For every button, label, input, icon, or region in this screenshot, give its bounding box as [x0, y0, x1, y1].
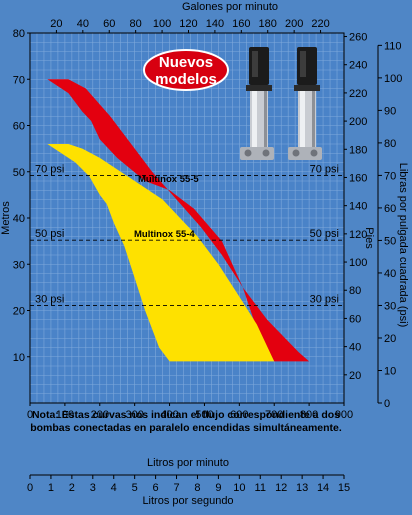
lps-axis-title: Litros por segundo	[142, 495, 233, 507]
psi-tick-label: 80	[384, 138, 396, 150]
badge-line-1: Nuevos	[159, 54, 213, 71]
psi-label-right-3: 30 psi	[310, 293, 339, 305]
pump-2-icon	[288, 47, 322, 160]
psi-label-right-1: 70 psi	[310, 163, 339, 175]
lps-tick-label: 6	[153, 482, 159, 494]
lps-tick-label: 5	[132, 482, 138, 494]
psi-tick-label: 50	[384, 235, 396, 247]
lps-tick-label: 4	[111, 482, 117, 494]
left-tick-label: 10	[13, 352, 25, 364]
lps-tick-label: 0	[27, 482, 33, 494]
psi-tick-label: 10	[384, 365, 396, 377]
bottom-tick-label: 300	[125, 409, 143, 421]
lps-tick-label: 13	[296, 482, 308, 494]
psi-tick-label: 40	[384, 268, 396, 280]
left-tick-label: 40	[13, 213, 25, 225]
series-area-2	[47, 144, 275, 362]
feet-tick-label: 200	[349, 116, 367, 128]
feet-axis-title: Pies	[363, 227, 375, 249]
curve-areas	[47, 79, 310, 362]
psi-tick-label: 20	[384, 333, 396, 345]
note-line-2: bombas conectadas en paralelo encendidas…	[30, 422, 342, 434]
lps-tick-label: 14	[317, 482, 329, 494]
top-tick-label: 160	[232, 18, 250, 30]
top-tick-label: 60	[103, 18, 115, 30]
psi-label-left-3: 30 psi	[35, 293, 64, 305]
pump-image	[240, 47, 322, 160]
series-area-1	[47, 79, 310, 362]
top-tick-label: 220	[311, 18, 329, 30]
pump-1-icon	[240, 47, 274, 160]
lps-tick-label: 9	[215, 482, 221, 494]
lps-tick-label: 3	[90, 482, 96, 494]
top-tick-label: 120	[179, 18, 197, 30]
left-tick-label: 30	[13, 259, 25, 271]
left-tick-label: 80	[13, 28, 25, 40]
bottom-axis-title: Litros por minuto	[147, 457, 229, 469]
psi-label-left-2: 50 psi	[35, 228, 64, 240]
psi-axis-title: Libras por pulgada cuadrada (psi)	[397, 163, 409, 328]
feet-tick-label: 100	[349, 257, 367, 269]
left-tick-label: 70	[13, 74, 25, 86]
feet-tick-label: 240	[349, 60, 367, 72]
lps-tick-label: 7	[173, 482, 179, 494]
psi-label-left-1: 70 psi	[35, 163, 64, 175]
top-tick-label: 180	[259, 18, 277, 30]
lps-tick-label: 12	[275, 482, 287, 494]
feet-tick-label: 20	[349, 370, 361, 382]
top-tick-label: 200	[285, 18, 303, 30]
feet-tick-label: 220	[349, 88, 367, 100]
left-tick-label: 50	[13, 167, 25, 179]
feet-tick-label: 180	[349, 144, 367, 156]
top-tick-label: 40	[77, 18, 89, 30]
bottom-tick-label: 800	[300, 409, 318, 421]
bottom-tick-label: 400	[160, 409, 178, 421]
series-label-55-5: Multinox 55-5	[138, 174, 199, 185]
feet-tick-label: 80	[349, 285, 361, 297]
left-tick-label: 60	[13, 121, 25, 133]
psi-tick-label: 70	[384, 170, 396, 182]
psi-tick-label: 30	[384, 300, 396, 312]
feet-tick-label: 140	[349, 201, 367, 213]
psi-reference-lines: 70 psi 70 psi 50 psi 50 psi 30 psi 30 psi	[30, 163, 344, 306]
left-tick-label: 20	[13, 306, 25, 318]
lps-tick-label: 8	[194, 482, 200, 494]
feet-tick-label: 120	[349, 229, 367, 241]
bottom-tick-label: 900	[335, 409, 353, 421]
feet-tick-label: 160	[349, 172, 367, 184]
psi-tick-label: 110	[384, 40, 402, 52]
bottom-tick-label: 0	[27, 409, 33, 421]
lps-tick-label: 1	[48, 482, 54, 494]
lps-tick-label: 11	[255, 482, 266, 494]
psi-tick-label: 60	[384, 203, 396, 215]
nuevos-modelos-badge: Nuevos modelos	[143, 49, 229, 91]
psi-tick-label: 0	[384, 398, 390, 410]
feet-tick-label: 40	[349, 342, 361, 354]
note-line-1: Nota: Estas curvas nos indican el flujo …	[32, 409, 340, 421]
lps-tick-label: 10	[233, 482, 245, 494]
lps-tick-label: 2	[69, 482, 75, 494]
bottom-tick-label: 700	[265, 409, 283, 421]
psi-tick-label: 100	[384, 73, 402, 85]
lps-tick-label: 15	[338, 482, 350, 494]
bottom-tick-label: 100	[56, 409, 74, 421]
top-tick-label: 80	[130, 18, 142, 30]
bottom-tick-label: 500	[195, 409, 213, 421]
bottom-tick-label: 600	[230, 409, 248, 421]
series-label-55-4: Multinox 55-4	[134, 229, 195, 240]
top-tick-label: 140	[206, 18, 224, 30]
bottom-tick-label: 200	[91, 409, 109, 421]
feet-tick-label: 260	[349, 32, 367, 44]
psi-label-right-2: 50 psi	[310, 228, 339, 240]
feet-tick-label: 60	[349, 313, 361, 325]
left-axis-title: Metros	[0, 201, 12, 235]
top-axis-title: Galones por minuto	[182, 1, 278, 13]
top-tick-label: 100	[153, 18, 171, 30]
badge-line-2: modelos	[155, 71, 217, 88]
psi-tick-label: 90	[384, 105, 396, 117]
top-tick-label: 20	[50, 18, 62, 30]
